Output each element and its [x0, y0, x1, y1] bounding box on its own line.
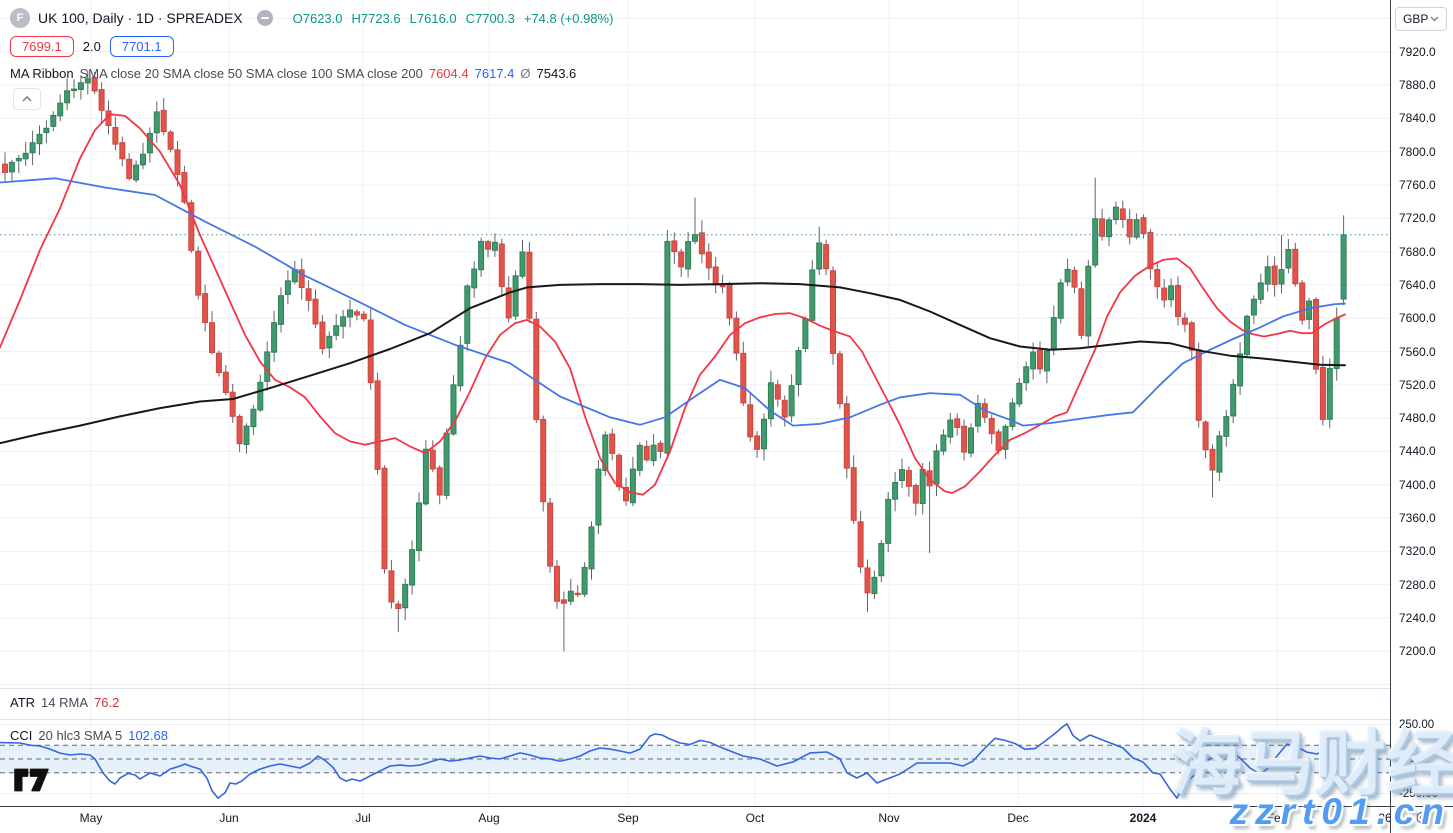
price-axis-label: 7640.0	[1399, 277, 1436, 292]
sma50-value: 7617.4	[474, 66, 515, 81]
price-axis-label: 7440.0	[1399, 444, 1436, 459]
time-axis-label: 26	[1378, 811, 1392, 825]
ohlc-low: L7616.0	[409, 10, 457, 26]
price-axis-label: 7200.0	[1399, 644, 1436, 659]
ohlc-values: O7623.0 H7723.6 L7616.0 C7700.3 +74.8 (+…	[293, 11, 614, 26]
price-axis[interactable]: GBP 7920.0 7880.0 7840.0 7800.0 7760.0 7720.0…	[1390, 0, 1453, 833]
price-axis-label: 7480.0	[1399, 411, 1436, 426]
price-axis-label: 7360.0	[1399, 511, 1436, 526]
time-axis-label: Aug	[478, 811, 500, 825]
sell-button[interactable]: 7699.1	[10, 36, 74, 57]
price-axis-label: 7280.0	[1399, 577, 1436, 592]
price-axis-label: 7880.0	[1399, 78, 1436, 93]
atr-value: 76.2	[94, 695, 120, 710]
ohlc-open: O7623.0	[292, 10, 343, 26]
price-axis-label: 7920.0	[1399, 44, 1436, 59]
ma-ribbon-params: SMA close 20 SMA close 50 SMA close 100 …	[79, 66, 423, 81]
atr-legend[interactable]: ATR 14 RMA 76.2	[10, 695, 119, 710]
price-axis-label: 7520.0	[1399, 377, 1436, 392]
time-axis-label: Nov	[878, 811, 900, 825]
price-axis-label: 7840.0	[1399, 111, 1436, 126]
sma200-value: 7543.6	[536, 66, 577, 81]
sma100-empty-value: Ø	[520, 66, 531, 81]
cci-axis-label: 250.00	[1399, 718, 1435, 731]
symbol-title[interactable]: UK 100, Daily · 1D · SPREADEX	[38, 10, 243, 26]
time-axis-label: Jul	[355, 811, 371, 825]
cci-title: CCI	[10, 728, 33, 743]
time-axis-label: Feb	[1266, 811, 1288, 825]
cci-params: 20 hlc3 SMA 5	[38, 728, 123, 743]
ohlc-high: H7723.6	[351, 10, 401, 26]
collapse-legend-button[interactable]	[13, 88, 41, 110]
time-axis-label: Sep	[617, 811, 639, 825]
time-axis-label: May	[79, 811, 103, 825]
ma-ribbon-legend[interactable]: MA Ribbon SMA close 20 SMA close 50 SMA …	[10, 66, 576, 81]
currency-selector[interactable]: GBP	[1395, 7, 1447, 31]
symbol-logo-icon: F	[10, 8, 30, 28]
price-axis-label: 7680.0	[1399, 244, 1436, 259]
cci-axis-label: 0.00	[1399, 753, 1422, 765]
buy-button[interactable]: 7701.1	[109, 36, 174, 57]
sma20-value: 7604.4	[428, 66, 469, 81]
cci-axis-label: -250.00	[1399, 787, 1439, 800]
time-axis-label: Jun	[219, 811, 239, 825]
price-axis-label: 7400.0	[1399, 477, 1436, 492]
bid-ask-row: 7699.1 2.0 7701.1	[10, 36, 174, 57]
time-axis[interactable]: May Jun Jul Aug Sep Oct Nov Dec 2024 Feb 26	[0, 807, 1392, 833]
time-axis-label: Oct	[745, 811, 765, 825]
ohlc-close: C7700.3	[465, 10, 515, 26]
tradingview-logo[interactable]	[14, 768, 49, 797]
cci-legend[interactable]: CCI 20 hlc3 SMA 5 102.68	[10, 728, 168, 743]
price-axis-label: 7240.0	[1399, 610, 1436, 625]
time-axis-label: Dec	[1007, 811, 1029, 825]
ma-ribbon-title: MA Ribbon	[10, 66, 74, 81]
price-axis-label: 7600.0	[1399, 311, 1436, 326]
chevron-down-icon	[1430, 16, 1439, 22]
spread-value: 2.0	[82, 39, 101, 54]
chart-canvas[interactable]	[0, 0, 1390, 806]
currency-label: GBP	[1403, 12, 1429, 26]
price-axis-label: 7720.0	[1399, 211, 1436, 226]
time-axis-label: 2024	[1129, 811, 1157, 825]
chevron-up-icon	[22, 96, 32, 102]
ohlc-change: +74.8 (+0.98%)	[523, 10, 614, 26]
axis-separator	[0, 806, 1453, 807]
price-axis-label: 7320.0	[1399, 544, 1436, 559]
price-axis-label: 7800.0	[1399, 144, 1436, 159]
symbol-legend: F UK 100, Daily · 1D · SPREADEX O7623.0 …	[10, 8, 613, 28]
price-axis-label: 7560.0	[1399, 344, 1436, 359]
atr-title: ATR	[10, 695, 36, 710]
market-closed-icon	[256, 10, 273, 26]
gear-icon[interactable]	[1414, 810, 1431, 832]
cci-value: 102.68	[128, 728, 168, 743]
atr-params: 14 RMA	[41, 695, 89, 710]
price-axis-label: 7760.0	[1399, 178, 1436, 192]
